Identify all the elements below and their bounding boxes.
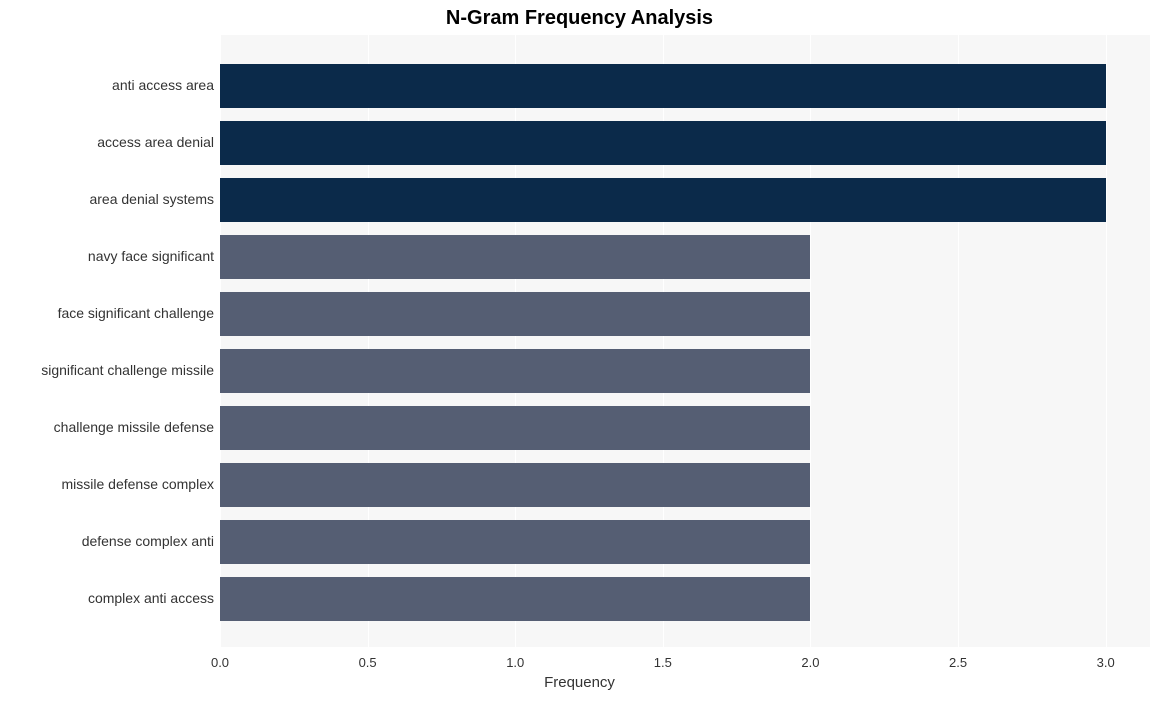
- bar: [220, 292, 810, 336]
- gridline: [1106, 35, 1107, 647]
- chart-title: N-Gram Frequency Analysis: [0, 7, 1159, 30]
- y-tick-label: missile defense complex: [61, 476, 214, 492]
- x-tick-label: 0.0: [211, 655, 229, 670]
- y-tick-label: access area denial: [97, 134, 214, 150]
- y-tick-label: area denial systems: [89, 191, 214, 207]
- chart-container: N-Gram Frequency Analysis Frequency 0.0 0…: [0, 0, 1159, 701]
- plot-area: [220, 35, 1150, 647]
- bar: [220, 520, 810, 564]
- y-tick-label: significant challenge missile: [41, 362, 214, 378]
- bar: [220, 235, 810, 279]
- x-tick-label: 1.0: [506, 655, 524, 670]
- bar: [220, 463, 810, 507]
- x-tick-label: 3.0: [1097, 655, 1115, 670]
- bar: [220, 178, 1106, 222]
- x-tick-label: 2.0: [801, 655, 819, 670]
- x-axis-label: Frequency: [0, 674, 1159, 691]
- x-tick-label: 0.5: [359, 655, 377, 670]
- y-tick-label: anti access area: [112, 77, 214, 93]
- bar: [220, 64, 1106, 108]
- x-tick-label: 1.5: [654, 655, 672, 670]
- y-tick-label: face significant challenge: [58, 305, 214, 321]
- bar: [220, 121, 1106, 165]
- y-tick-label: defense complex anti: [82, 533, 214, 549]
- x-tick-label: 2.5: [949, 655, 967, 670]
- y-tick-label: complex anti access: [88, 590, 214, 606]
- y-tick-label: challenge missile defense: [54, 419, 214, 435]
- bar: [220, 577, 810, 621]
- bar: [220, 406, 810, 450]
- bar: [220, 349, 810, 393]
- y-tick-label: navy face significant: [88, 248, 214, 264]
